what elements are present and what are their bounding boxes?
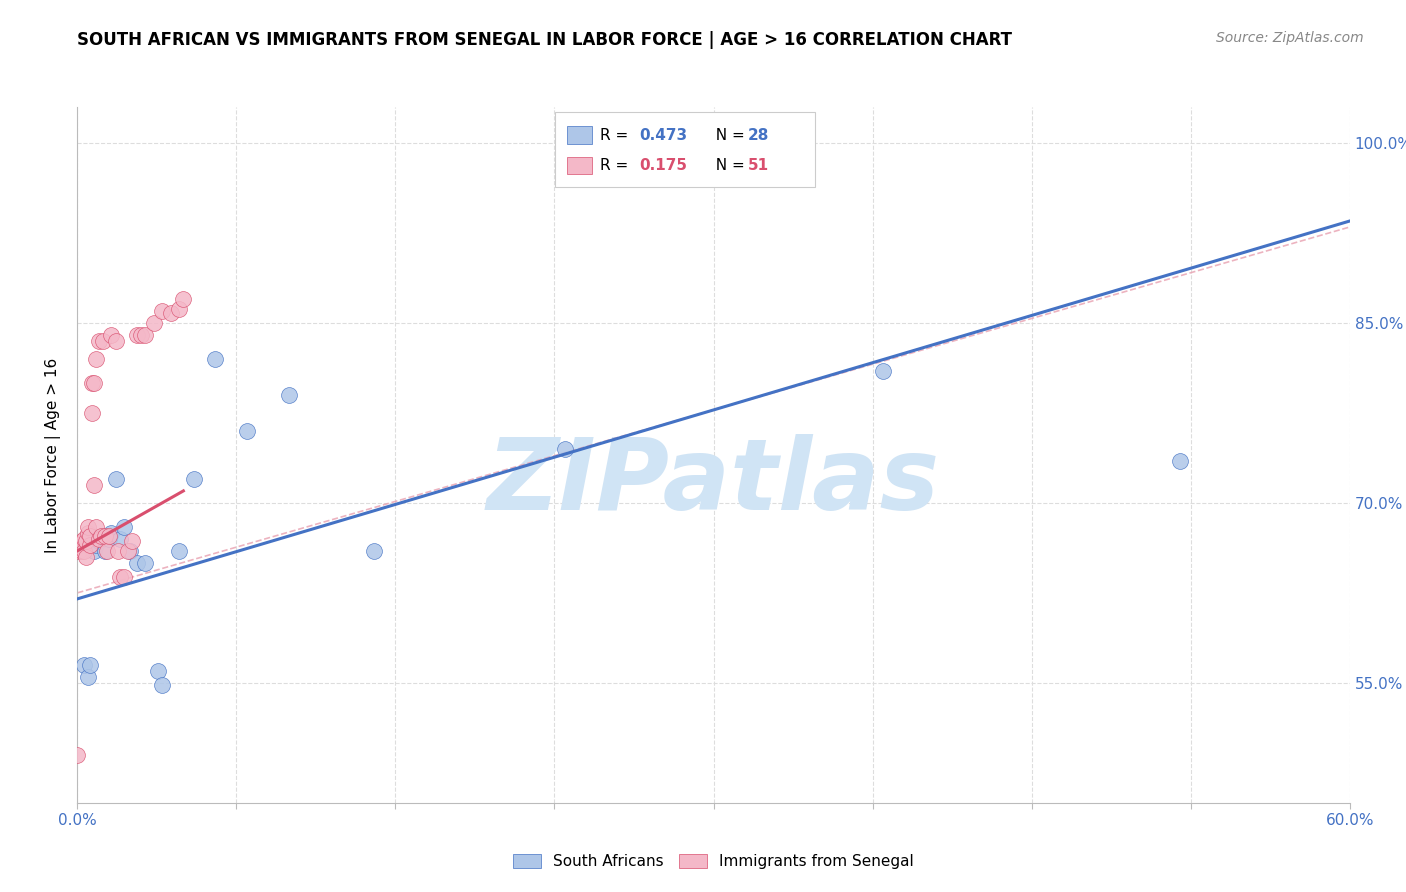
Point: [69, 538, 91, 552]
Point: [104, 334, 127, 348]
Text: 0.473: 0.473: [640, 128, 688, 143]
Point: [94, 529, 117, 543]
Point: [125, 556, 148, 570]
Point: [554, 442, 576, 456]
Point: [94, 544, 117, 558]
Point: [100, 525, 122, 540]
Point: [79, 538, 101, 552]
Point: [121, 534, 143, 549]
Point: [79, 657, 101, 672]
Point: [90, 529, 112, 543]
Point: [87, 534, 110, 549]
Point: [77, 525, 100, 540]
Point: [73, 532, 96, 546]
Point: [66, 747, 89, 762]
Point: [146, 664, 169, 678]
Point: [75, 534, 97, 549]
Point: [87, 334, 110, 348]
Text: 0.175: 0.175: [640, 158, 688, 173]
Text: Source: ZipAtlas.com: Source: ZipAtlas.com: [1216, 31, 1364, 45]
Point: [73, 544, 96, 558]
Point: [83, 376, 105, 390]
Point: [82, 376, 104, 390]
Text: SOUTH AFRICAN VS IMMIGRANTS FROM SENEGAL IN LABOR FORCE | AGE > 16 CORRELATION C: SOUTH AFRICAN VS IMMIGRANTS FROM SENEGAL…: [77, 31, 1012, 49]
Point: [100, 328, 122, 343]
Legend: South Africans, Immigrants from Senegal: South Africans, Immigrants from Senegal: [508, 848, 920, 875]
Point: [112, 520, 135, 534]
Point: [91, 529, 114, 543]
Point: [150, 678, 173, 692]
Text: 51: 51: [748, 158, 769, 173]
Point: [167, 301, 190, 316]
Point: [98, 529, 121, 543]
Text: N =: N =: [706, 128, 749, 143]
Point: [120, 544, 142, 558]
Point: [142, 316, 165, 330]
Point: [129, 328, 152, 343]
Point: [87, 532, 110, 546]
Point: [1168, 454, 1191, 468]
Point: [75, 549, 97, 564]
Point: [117, 544, 139, 558]
Point: [236, 424, 259, 438]
Point: [872, 364, 894, 378]
Point: [91, 334, 114, 348]
Point: [69, 544, 91, 558]
Point: [204, 351, 226, 366]
Text: ZIPatlas: ZIPatlas: [486, 434, 941, 532]
Point: [83, 544, 105, 558]
Point: [73, 657, 96, 672]
Point: [108, 532, 131, 546]
Text: R =: R =: [600, 128, 634, 143]
Point: [108, 570, 131, 584]
Point: [70, 534, 93, 549]
Point: [86, 520, 108, 534]
Text: R =: R =: [600, 158, 634, 173]
Point: [134, 556, 156, 570]
Point: [134, 328, 156, 343]
Point: [159, 306, 181, 320]
Point: [363, 544, 385, 558]
Point: [70, 544, 93, 558]
Point: [96, 544, 118, 558]
Point: [77, 520, 100, 534]
Point: [112, 570, 135, 584]
Point: [82, 406, 104, 420]
Text: N =: N =: [706, 158, 749, 173]
Point: [150, 304, 173, 318]
Point: [107, 544, 129, 558]
Point: [83, 478, 105, 492]
Point: [104, 472, 127, 486]
Point: [86, 538, 108, 552]
Y-axis label: In Labor Force | Age > 16: In Labor Force | Age > 16: [45, 358, 62, 552]
Point: [77, 670, 100, 684]
Text: 28: 28: [748, 128, 769, 143]
Point: [125, 328, 148, 343]
Point: [278, 388, 301, 402]
Point: [86, 351, 108, 366]
Point: [98, 532, 121, 546]
Point: [183, 472, 205, 486]
Point: [79, 529, 101, 543]
Point: [172, 292, 194, 306]
Point: [167, 544, 190, 558]
